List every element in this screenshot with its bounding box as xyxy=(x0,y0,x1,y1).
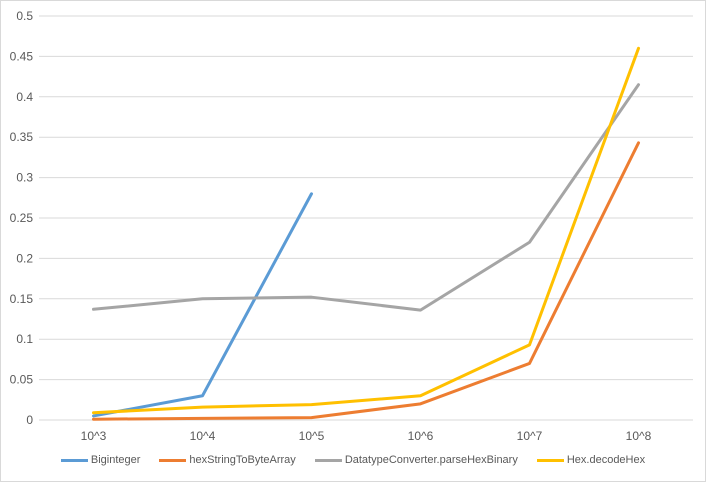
x-tick-label: 10^7 xyxy=(517,429,543,443)
y-tick-label: 0.2 xyxy=(16,251,33,265)
y-tick-label: 0.3 xyxy=(16,171,33,185)
chart-legend: Biginteger hexStringToByteArray DatatypeCo… xyxy=(1,454,705,466)
legend-line-marker xyxy=(159,458,187,462)
y-tick-label: 0.45 xyxy=(10,49,34,63)
y-tick-label: 0.5 xyxy=(16,9,33,23)
legend-line-marker xyxy=(314,458,342,462)
y-tick-label: 0.15 xyxy=(10,292,34,306)
series-line-hexstringtobytearray[interactable] xyxy=(92,141,640,421)
series-line-biginteger[interactable] xyxy=(92,192,313,418)
series-line-hex-decodehex[interactable] xyxy=(92,46,640,415)
legend-label: DatatypeConverter.parseHexBinary xyxy=(344,454,518,466)
y-tick-label: 0.35 xyxy=(10,130,34,144)
series-line-datatypeconverter-parsehexbinary[interactable] xyxy=(92,83,640,312)
legend-item-biginteger[interactable]: Biginteger xyxy=(60,454,141,466)
x-tick-label: 10^4 xyxy=(190,429,216,443)
legend-line-marker xyxy=(60,458,88,462)
legend-label: Biginteger xyxy=(90,454,141,466)
y-tick-label: 0 xyxy=(26,413,33,427)
legend-line-marker xyxy=(536,458,564,462)
x-tick-label: 10^5 xyxy=(299,429,325,443)
x-tick-label: 10^6 xyxy=(408,429,434,443)
x-tick-label: 10^3 xyxy=(81,429,107,443)
legend-item-datatypeconverter-parsehexbinary[interactable]: DatatypeConverter.parseHexBinary xyxy=(314,454,518,466)
y-tick-label: 0.1 xyxy=(16,332,33,346)
y-tick-label: 0.4 xyxy=(16,90,33,104)
legend-item-hexstringtobytearray[interactable]: hexStringToByteArray xyxy=(159,454,296,466)
y-tick-label: 0.05 xyxy=(10,373,34,387)
x-tick-label: 10^8 xyxy=(626,429,652,443)
legend-label: Hex.decodeHex xyxy=(566,454,646,466)
y-tick-label: 0.25 xyxy=(10,211,34,225)
legend-item-hex-decodehex[interactable]: Hex.decodeHex xyxy=(536,454,646,466)
legend-label: hexStringToByteArray xyxy=(189,454,296,466)
